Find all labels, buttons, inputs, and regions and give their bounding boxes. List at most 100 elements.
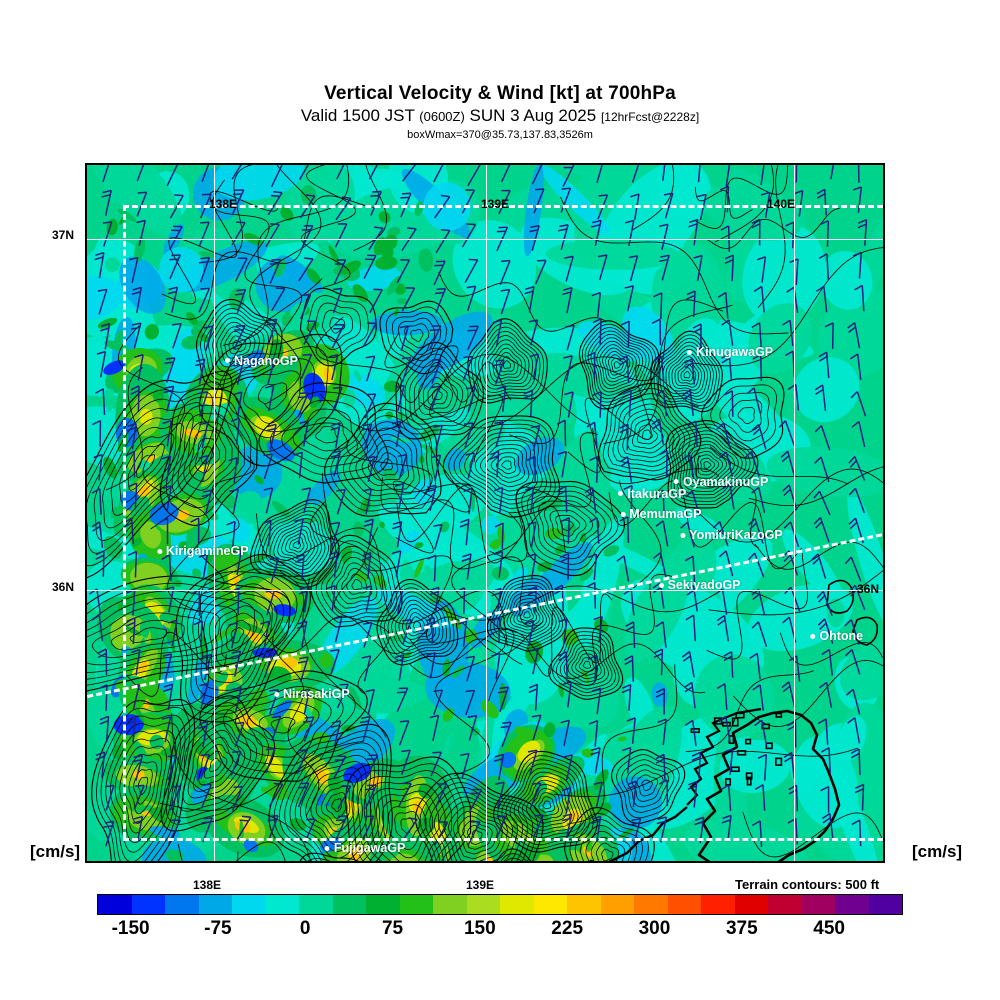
station-name: YomiuriKazoGP [689,528,783,543]
terrain-contours [87,165,883,861]
station-name: FujigawaGP [333,841,406,856]
valid-date: SUN 3 Aug 2025 [469,106,597,125]
forecast-tag: [12hrFcst@2228z] [600,110,700,124]
graticule-lon-139 [486,165,487,861]
colorbar-swatch-11 [466,895,500,914]
wind-barbs [89,165,868,847]
title-block: Vertical Velocity & Wind [kt] at 700hPa … [0,84,1000,142]
colorbar-swatch-16 [634,895,668,914]
station-marker-icon [273,691,279,697]
station-name: KirigamineGP [165,544,249,559]
terrain-contour-note: Terrain contours: 500 ft [735,877,880,892]
lon-label-139-bottom: 139E [466,878,495,892]
colorbar-swatch-0 [98,895,132,914]
station-label-nirasakigp[interactable]: NirasakiGP [273,686,350,701]
valid-time-utc: (0600Z) [419,109,465,124]
colorbar-swatch-19 [734,895,768,914]
colorbar-swatch-9 [399,895,433,914]
subtitle: Valid 1500 JST (0600Z) SUN 3 Aug 2025 [1… [0,106,1000,127]
station-marker-icon [658,583,664,589]
units-label-right: [cm/s] [912,842,963,861]
colorbar-tick--150: -150 [111,918,150,939]
station-name: MemumaGP [629,507,702,522]
lon-label-140-top: 140E [767,197,796,211]
station-name: SekiyadoGP [667,578,741,593]
station-marker-icon [324,846,330,852]
lon-label-139-top: 139E [481,197,510,211]
domain-box-bottom [123,838,883,841]
graticule-lon-140 [794,165,795,861]
colorbar-tick-375: 375 [725,918,758,939]
colorbar-tick-300: 300 [638,918,671,939]
graticule-lat-36 [87,590,883,591]
station-label-yomiurikazogp[interactable]: YomiuriKazoGP [680,528,783,542]
station-marker-icon [618,491,624,497]
station-label-kinugawagp[interactable]: KinugawaGP [687,345,773,359]
station-marker-icon [680,532,686,538]
station-label-fujigawagp[interactable]: FujigawaGP [324,841,406,856]
station-label-sekiyadogp[interactable]: SekiyadoGP [658,578,741,593]
colorbar-tick--75: -75 [204,918,232,939]
colorbar-swatch-2 [165,895,199,914]
colorbar-swatch-18 [701,895,735,914]
lat-label-36-right: 36N [857,582,880,596]
station-marker-icon [810,633,816,639]
station-marker-icon [673,479,679,485]
station-name: Ohtone [819,629,864,644]
station-name: OyamakinuGP [682,474,769,489]
colorbar-swatch-6 [299,895,333,914]
colorbar-swatch-8 [366,895,400,914]
colorbar-swatch-14 [567,895,601,914]
map-frame[interactable]: 138E 139E 140E 36N NaganoGP KinugawaGP Oya… [85,163,885,863]
graticule-lat-37 [87,239,883,240]
colorbar-swatch-5 [265,895,299,914]
colorbar-swatch-7 [332,895,366,914]
station-label-ohtone[interactable]: Ohtone [810,629,863,643]
station-name: NaganoGP [234,353,298,368]
colorbar-swatch-4 [232,895,266,914]
lat-label-37-left: 37N [51,228,74,242]
colorbar-tick-labels: -150 -75 0 75 150 225 300 375 450 [97,918,903,944]
colorbar-tick-75: 75 [381,918,404,939]
coastline [588,579,879,861]
colorbar-swatch-22 [835,895,869,914]
colorbar-swatch-20 [768,895,802,914]
station-marker-icon [620,512,626,518]
station-name: KinugawaGP [696,345,774,360]
map-canvas[interactable]: 138E 139E 140E 36N NaganoGP KinugawaGP Oya… [87,165,883,861]
station-name: ItakuraGP [627,486,687,501]
station-name: NirasakiGP [282,686,350,701]
station-label-oyamakinugp[interactable]: OyamakinuGP [673,474,769,489]
graticule-lon-138 [214,165,215,861]
page-title: Vertical Velocity & Wind [kt] at 700hPa [324,83,676,104]
colorbar-swatch-13 [533,895,567,914]
colorbar-swatch-15 [600,895,634,914]
valid-time: Valid 1500 JST [300,106,415,125]
colorbar-tick-225: 225 [551,918,584,939]
colorbar-swatch-12 [500,895,534,914]
domain-box-top [123,205,883,208]
station-marker-icon [225,358,231,364]
station-label-kirigaminegp[interactable]: KirigamineGP [156,544,249,559]
colorbar-tick-0: 0 [299,918,311,939]
colorbar-swatch-17 [667,895,701,914]
colorbar-swatch-1 [131,895,165,914]
colorbar-tick-450: 450 [813,918,845,939]
colorbar-swatch-21 [801,895,835,914]
colorbar-swatch-10 [433,895,467,914]
box-max-info: boxWmax=370@35.73,137.83,3526m [407,129,593,141]
colorbar-swatch-3 [198,895,232,914]
station-label-memumagp[interactable]: MemumaGP [620,507,702,522]
station-label-itakuragp[interactable]: ItakuraGP [618,487,686,501]
domain-box-left [123,205,126,838]
units-label-left: [cm/s] [30,842,81,861]
lat-label-36-left: 36N [51,580,74,594]
station-marker-icon [687,349,693,355]
lon-label-138-bottom: 138E [193,878,222,892]
station-marker-icon [156,548,162,554]
station-label-naganogp[interactable]: NaganoGP [225,354,298,368]
colorbar[interactable] [97,894,903,915]
colorbar-tick-150: 150 [463,918,496,939]
colorbar-swatch-23 [868,895,902,914]
lon-label-138-top: 138E [209,197,238,211]
